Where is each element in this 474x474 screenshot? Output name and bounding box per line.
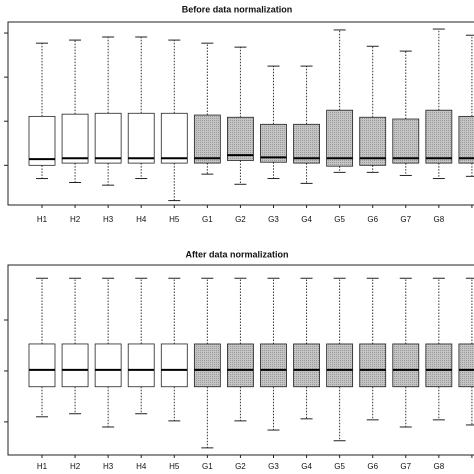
x-tick-label: G8 [434, 462, 445, 471]
x-tick-label: H3 [103, 462, 114, 471]
box [392, 118, 420, 164]
box [260, 343, 287, 388]
box [227, 343, 254, 388]
box [293, 123, 320, 164]
x-tick-label: G1 [202, 462, 213, 471]
x-tick-label: H4 [136, 215, 147, 224]
box [326, 109, 354, 167]
plot-frame [7, 21, 474, 206]
x-tick-label: H2 [70, 215, 81, 224]
box [458, 343, 474, 388]
x-tick-label: G5 [334, 215, 345, 224]
x-tick-label: H4 [136, 462, 147, 471]
box [127, 112, 155, 164]
x-tick-label: G4 [301, 215, 312, 224]
x-tick-label: G3 [268, 215, 279, 224]
x-tick-label: G2 [235, 215, 246, 224]
x-tick-label: G2 [235, 462, 246, 471]
box [392, 343, 420, 388]
plot-frame [7, 264, 474, 456]
x-tick-label: G6 [367, 462, 378, 471]
box [193, 343, 221, 388]
box [94, 343, 122, 388]
chart-title: Before data normalization [182, 4, 293, 14]
box [458, 115, 474, 164]
x-tick-label: H2 [70, 462, 81, 471]
x-tick-label: H1 [37, 215, 48, 224]
box [260, 123, 287, 163]
box [94, 112, 122, 164]
x-tick-label: H5 [169, 215, 180, 224]
x-tick-label: G7 [400, 462, 411, 471]
x-tick-label: H3 [103, 215, 114, 224]
x-tick-label: G7 [400, 215, 411, 224]
box [28, 115, 56, 166]
box [28, 343, 56, 388]
x-tick-label: G1 [202, 215, 213, 224]
x-tick-label: G4 [301, 462, 312, 471]
x-tick-label: G8 [434, 215, 445, 224]
box [293, 343, 320, 388]
box [425, 109, 453, 164]
x-tick-label: G6 [367, 215, 378, 224]
x-tick-label: G3 [268, 462, 279, 471]
chart-title: After data normalization [185, 249, 288, 259]
box [61, 343, 89, 388]
x-tick-label: H1 [37, 462, 48, 471]
box [127, 343, 155, 388]
box [326, 343, 354, 388]
box [359, 343, 387, 388]
box [193, 114, 221, 164]
box [425, 343, 453, 388]
x-tick-label: G5 [334, 462, 345, 471]
box [61, 113, 89, 164]
box [160, 343, 188, 388]
box [160, 112, 188, 164]
x-tick-label: H5 [169, 462, 180, 471]
box [227, 116, 254, 161]
